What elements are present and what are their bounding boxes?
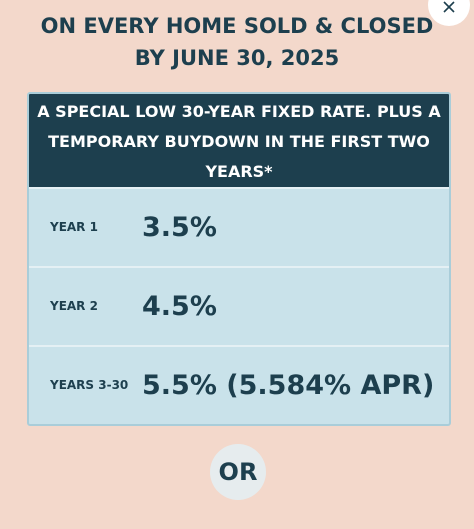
row-label: YEARS 3-30 [50,378,129,392]
row-label: YEAR 1 [50,220,98,234]
title-line: BY JUNE 30, 2025 [134,46,340,70]
row-rate: 4.5% [142,291,217,322]
title-line: ON EVERY HOME SOLD & CLOSED [40,14,434,38]
table-heading: A SPECIAL LOW 30-YEAR FIXED RATE. PLUS A… [29,94,449,187]
table-row: YEARS 3-30 5.5% (5.584% APR) [29,345,449,424]
or-badge: OR [210,444,266,500]
close-icon [443,1,455,13]
table-body: YEAR 1 3.5% YEAR 2 4.5% YEARS 3-30 5.5% (5.58… [29,187,449,424]
row-label: YEAR 2 [50,299,98,313]
rate-table: A SPECIAL LOW 30-YEAR FIXED RATE. PLUS A… [27,92,451,426]
row-rate: 5.5% (5.584% APR) [142,370,435,401]
table-row: YEAR 2 4.5% [29,266,449,345]
heading-line: YEARS* [205,162,273,181]
table-row: YEAR 1 3.5% [29,187,449,266]
title: ON EVERY HOME SOLD & CLOSED BY JUNE 30, … [0,10,474,74]
row-rate: 3.5% [142,212,217,243]
heading-line: A SPECIAL LOW 30-YEAR FIXED RATE. PLUS A [37,102,441,121]
close-button[interactable] [428,0,470,26]
heading-line: TEMPORARY BUYDOWN IN THE FIRST TWO [48,132,430,151]
